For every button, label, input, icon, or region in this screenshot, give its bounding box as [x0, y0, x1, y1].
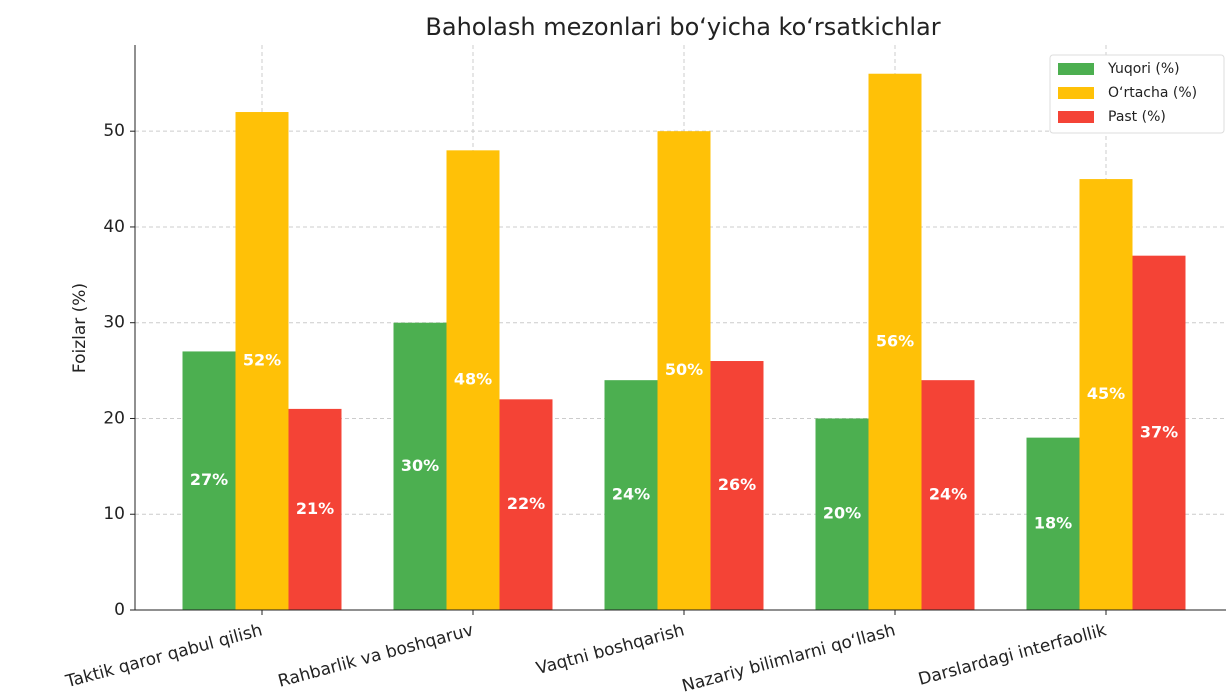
bar [1026, 437, 1080, 610]
bar [288, 408, 342, 610]
y-tick-label: 30 [103, 313, 125, 333]
data-label: 18% [1034, 513, 1072, 532]
data-label: 26% [718, 475, 756, 494]
legend-label: Past (%) [1108, 109, 1166, 125]
x-tick-label: Darslardagi interfaollik [916, 620, 1108, 690]
data-label: 45% [1087, 384, 1125, 403]
data-label: 56% [876, 331, 914, 350]
legend-swatch [1058, 87, 1094, 99]
bar [235, 112, 289, 610]
legend-swatch [1058, 111, 1094, 123]
x-tick-label: Nazariy bilimlarni qo‘llash [680, 620, 898, 696]
y-tick-label: 20 [103, 408, 125, 428]
x-tick-label: Vaqtni boshqarish [534, 620, 686, 679]
data-label: 30% [401, 456, 439, 475]
bar [499, 399, 553, 610]
bar [393, 322, 447, 610]
data-label: 20% [823, 504, 861, 523]
data-label: 22% [507, 494, 545, 513]
x-tick-label: Taktik qaror qabul qilish [63, 620, 265, 692]
bar [182, 351, 236, 610]
bar [921, 380, 975, 610]
bar [657, 131, 711, 610]
x-tick-label: Rahbarlik va boshqaruv [276, 620, 476, 691]
legend-swatch [1058, 63, 1094, 75]
data-label: 48% [454, 370, 492, 389]
data-label: 24% [929, 485, 967, 504]
chart-title: Baholash mezonlari bo‘yicha ko‘rsatkichl… [425, 13, 940, 41]
y-tick-label: 10 [103, 504, 125, 524]
legend-label: Yuqori (%) [1107, 61, 1180, 77]
data-label: 37% [1140, 422, 1178, 441]
data-label: 24% [612, 485, 650, 504]
y-tick-label: 40 [103, 217, 125, 237]
data-label: 21% [296, 499, 334, 518]
y-axis-label: Foizlar (%) [70, 283, 90, 373]
data-label: 27% [190, 470, 228, 489]
bar [1079, 179, 1133, 610]
bar [604, 380, 658, 610]
bar [710, 361, 764, 610]
y-tick-label: 50 [103, 121, 125, 141]
bar [868, 73, 922, 610]
bar [446, 150, 500, 610]
y-tick-label: 0 [114, 600, 125, 620]
bar [1132, 255, 1186, 610]
data-label: 50% [665, 360, 703, 379]
bar [815, 418, 869, 610]
data-label: 52% [243, 351, 281, 370]
legend-label: O‘rtacha (%) [1108, 85, 1197, 101]
